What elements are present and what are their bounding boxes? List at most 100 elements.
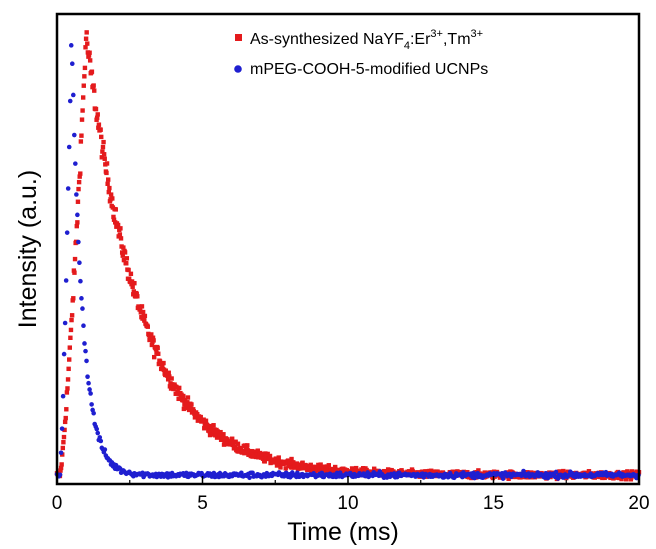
data-point-red (166, 370, 171, 375)
data-point-red (85, 41, 90, 46)
data-point-red (129, 279, 135, 284)
data-point-blue (75, 212, 80, 218)
data-point-red (147, 337, 153, 342)
data-point-red (111, 217, 117, 222)
data-point-red (221, 432, 226, 437)
data-point-red (208, 423, 213, 429)
data-point-blue (64, 230, 70, 235)
data-point-blue (247, 475, 252, 481)
data-point-blue (86, 380, 91, 386)
data-point-red (234, 446, 240, 451)
data-point-red (161, 360, 166, 366)
y-axis-label: Intensity (a.u.) (14, 170, 42, 328)
data-point-red (211, 423, 216, 428)
data-point-red (92, 88, 97, 93)
data-point-red (130, 284, 135, 289)
data-point-blue (66, 144, 72, 150)
data-point-red (124, 256, 130, 261)
legend-label-blue: mPEG-COOH-5-modified UCNPs (250, 61, 488, 78)
data-point-red (151, 338, 156, 343)
data-point-red (84, 30, 89, 35)
data-point-blue (80, 306, 85, 311)
data-point-red (188, 406, 194, 411)
data-point-red (120, 253, 125, 258)
data-point-red (121, 257, 127, 263)
data-point-red (250, 449, 256, 455)
data-point-red (71, 296, 76, 301)
data-point-red (165, 377, 171, 382)
data-point-red (128, 271, 134, 277)
data-point-red (72, 256, 78, 262)
data-point-red (105, 181, 110, 186)
data-point-blue (77, 260, 82, 266)
data-point-red (241, 448, 246, 454)
data-point-red (122, 250, 128, 255)
data-point-red (385, 469, 390, 475)
data-point-red (202, 426, 207, 431)
data-point-red (220, 437, 226, 442)
data-point-red (349, 466, 355, 471)
data-point-red (155, 345, 160, 351)
data-point-red (238, 445, 244, 451)
data-point-red (99, 134, 104, 140)
data-point-red (58, 468, 63, 473)
data-point-red (263, 451, 268, 456)
data-point-red (353, 465, 359, 471)
data-point-red (182, 397, 188, 403)
data-point-blue (69, 61, 75, 67)
data-point-red (600, 475, 605, 481)
data-point-red (64, 407, 69, 412)
data-point-blue (88, 391, 93, 396)
data-point-red (586, 469, 592, 474)
data-point-red (98, 127, 103, 132)
data-point-blue (67, 98, 73, 104)
data-point-red (129, 281, 134, 287)
data-point-red (332, 464, 338, 470)
data-point-red (198, 414, 203, 420)
data-point-red (131, 289, 137, 294)
legend-marker-blue (234, 65, 242, 73)
data-point-red (87, 58, 93, 63)
data-point-red (87, 50, 92, 55)
data-point-red (78, 171, 83, 176)
data-point-blue (500, 476, 506, 481)
data-point-blue (78, 278, 83, 284)
data-point-red (91, 83, 96, 88)
data-point-red (101, 152, 107, 157)
data-point-red (67, 345, 73, 350)
data-point-red (59, 462, 64, 467)
legend: As-synthesized NaYF4:Er3+,Tm3+ mPEG-COOH… (234, 28, 488, 78)
data-point-blue (63, 278, 69, 283)
data-point-red (64, 390, 70, 395)
data-point-blue (62, 320, 68, 326)
data-point-red (176, 396, 181, 402)
data-point-red (156, 351, 161, 356)
data-point-red (134, 291, 139, 297)
data-point-red (111, 214, 116, 220)
data-point-red (69, 313, 75, 318)
data-point-blue (60, 393, 66, 399)
data-point-blue (102, 447, 108, 452)
data-point-red (255, 448, 260, 453)
data-point-blue (472, 475, 477, 481)
data-point-red (163, 368, 169, 373)
x-tick-label: 0 (52, 493, 63, 514)
data-point-red (99, 155, 105, 160)
data-point-red (288, 459, 293, 464)
data-point-red (80, 95, 86, 100)
data-point-red (267, 456, 272, 461)
data-point-red (75, 199, 81, 204)
data-point-blue (79, 296, 84, 301)
data-point-red (311, 464, 316, 470)
legend-marker-red (235, 34, 242, 41)
data-point-red (62, 427, 67, 433)
data-point-red (181, 393, 186, 399)
data-point-blue (73, 161, 78, 166)
data-point-red (318, 462, 323, 467)
data-point-red (138, 310, 144, 315)
data-point-blue (65, 186, 71, 191)
data-point-red (75, 220, 80, 225)
data-point-red (117, 232, 123, 237)
data-point-blue (76, 239, 81, 245)
